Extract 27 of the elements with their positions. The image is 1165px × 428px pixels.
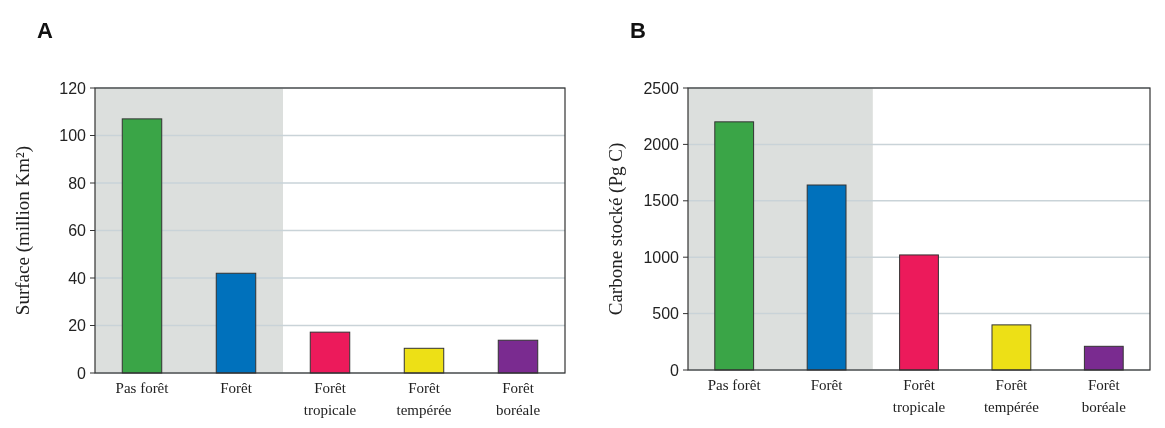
y-axis-title: Surface (million Km²) — [12, 145, 34, 316]
chart-title: B — [630, 18, 646, 43]
x-tick-label: Forêt boréale — [1081, 377, 1127, 415]
y-tick-label: 2000 — [643, 136, 680, 153]
y-tick-label: 120 — [59, 79, 87, 97]
y-tick-label: 0 — [77, 364, 87, 382]
y-tick-label: 20 — [68, 317, 87, 335]
y-tick-label: 0 — [670, 361, 680, 379]
y-tick-label: 1000 — [643, 248, 680, 266]
x-tick-label: Forêt — [810, 377, 844, 393]
y-tick-label: 500 — [652, 305, 680, 323]
x-tick-label: Forêt tempérée — [396, 380, 452, 418]
x-tick-label: Forêt tropicale — [303, 380, 357, 418]
x-tick-label: Pas forêt — [115, 380, 170, 396]
y-tick-label: 80 — [68, 174, 87, 192]
y-tick-label: 40 — [68, 269, 87, 287]
x-tick-label: Forêt tropicale — [892, 377, 946, 415]
x-tick-label: Pas forêt — [707, 377, 762, 393]
chart-title: A — [37, 18, 53, 43]
y-tick-label: 1500 — [643, 192, 680, 210]
x-tick-label: Forêt tempérée — [983, 377, 1040, 415]
x-tick-label: Forêt — [220, 380, 253, 396]
y-tick-label: 2500 — [643, 79, 680, 97]
y-tick-label: 60 — [68, 222, 87, 240]
y-tick-label: 100 — [59, 127, 87, 145]
x-tick-label: Forêt boréale — [495, 380, 541, 418]
y-axis-title: Carbone stocké (Pg C) — [605, 142, 627, 316]
